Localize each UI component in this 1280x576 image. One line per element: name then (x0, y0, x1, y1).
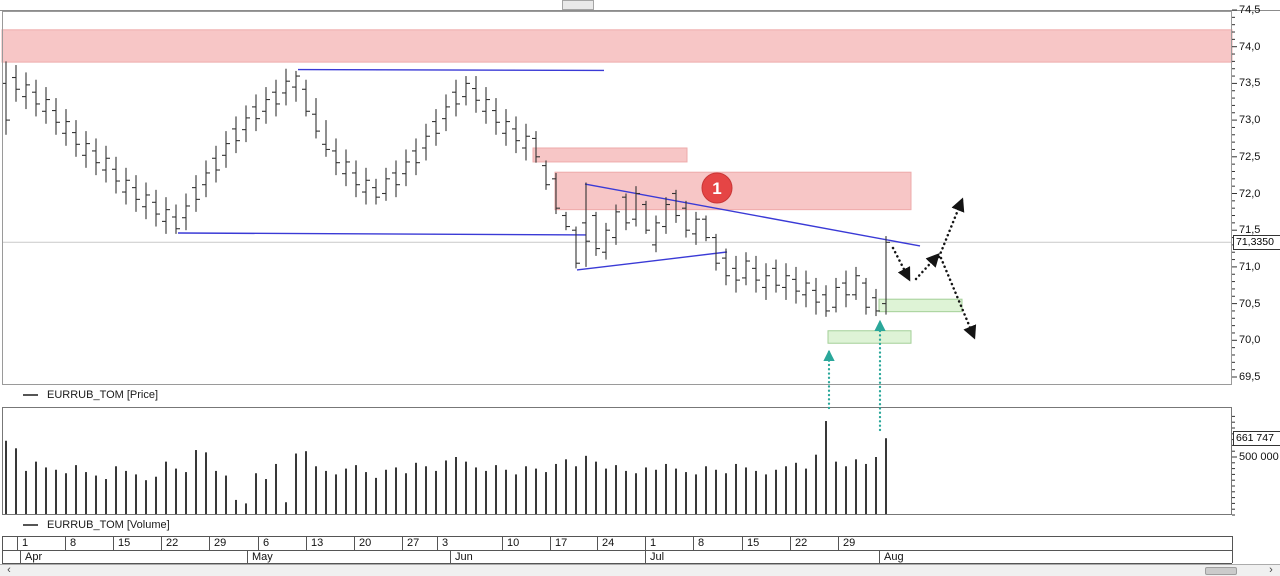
scroll-left-arrow-icon[interactable]: ‹ (7, 564, 11, 576)
price-series-dash-icon (23, 394, 38, 396)
horizontal-scrollbar[interactable]: ‹ › (0, 564, 1280, 576)
scenario-arrow (937, 197, 965, 259)
support-zone (878, 298, 963, 313)
panel-splitter-handle[interactable] (562, 0, 594, 10)
scrollbar-thumb[interactable] (1205, 567, 1237, 575)
scroll-right-arrow-icon[interactable]: › (1269, 564, 1273, 576)
volume-bars (5, 421, 887, 514)
price-legend: EURRUB_TOM [Price] (23, 389, 158, 401)
price-bars (2, 61, 890, 317)
volume-panel-border (2, 407, 1232, 515)
price-axis-ticks (1232, 9, 1237, 378)
resistance-zone (532, 147, 688, 163)
volume-legend: EURRUB_TOM [Volume] (23, 519, 170, 531)
current-volume-label: 661 747 (1233, 431, 1280, 446)
scenario-arrow (939, 256, 977, 340)
badge-number: 1 (712, 179, 721, 198)
volume-legend-label: EURRUB_TOM [Volume] (47, 519, 170, 531)
trendline-support-line-mid[interactable] (177, 232, 587, 236)
current-price-label: 71,3350 (1233, 235, 1280, 250)
support-zone (827, 330, 912, 344)
price-panel-border (2, 11, 1232, 385)
resistance-zone (554, 171, 912, 211)
date-axis-grid (2, 536, 1233, 564)
price-legend-label: EURRUB_TOM [Price] (47, 389, 159, 401)
scenario-arrow (914, 252, 940, 281)
badge-circle[interactable] (701, 172, 733, 204)
trendline-wedge-upper[interactable] (584, 183, 921, 247)
trendline-resistance-line-high[interactable] (297, 68, 605, 72)
resistance-zone (1, 29, 1233, 63)
volume-series-dash-icon (23, 524, 38, 526)
scenario-arrow (891, 246, 911, 282)
trendline-wedge-lower[interactable] (576, 251, 728, 271)
